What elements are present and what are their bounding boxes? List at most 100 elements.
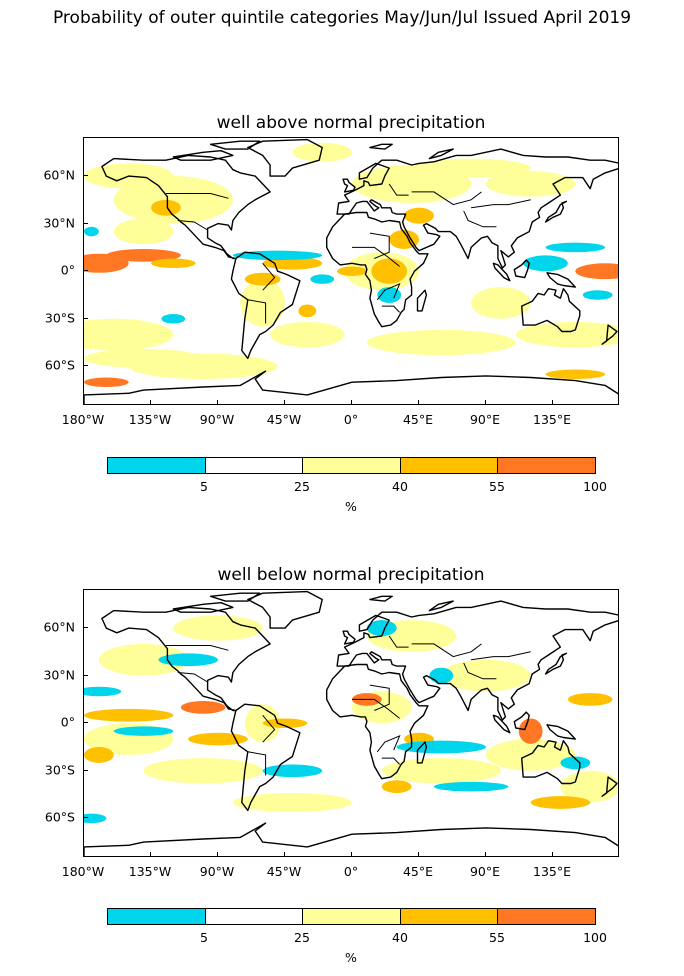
lat-tick-mark — [83, 175, 88, 177]
anomaly-patch-mid — [381, 780, 412, 793]
map-above — [83, 137, 619, 405]
colorbar-label-100: 100 — [583, 479, 607, 494]
country-border — [463, 210, 497, 228]
anomaly-patch-high — [106, 249, 181, 262]
coastline-greenland — [247, 138, 323, 177]
anomaly-patch-high — [180, 701, 226, 714]
lat-tick-mark — [83, 222, 88, 224]
anomaly-patch-light — [270, 321, 345, 348]
figure-title: Probability of outer quintile categories… — [52, 8, 632, 28]
lon-tick-mark — [418, 852, 419, 857]
coastline-europeAsia — [336, 600, 618, 721]
coastline-madagascar — [416, 741, 428, 764]
country-border — [381, 305, 400, 313]
lat-tick-label: 0° — [60, 714, 75, 730]
country-border — [247, 751, 267, 776]
coastline-africa — [326, 663, 429, 780]
lon-tick-mark — [485, 852, 486, 857]
lon-tick-mark — [485, 400, 486, 405]
anomaly-patch-low — [366, 620, 397, 636]
country-border — [471, 199, 531, 209]
lat-tick-mark — [83, 627, 88, 629]
coastline-newGuinea — [546, 272, 576, 288]
coastline-northAmerica — [101, 154, 271, 260]
anomaly-patch-light — [113, 218, 174, 245]
colorbar-seg-gold — [400, 909, 499, 924]
lon-tick-label: 135°E — [532, 864, 572, 879]
panel-title-below: well below normal precipitation — [217, 565, 485, 585]
lat-tick-mark — [83, 769, 88, 771]
anomaly-patch-mid — [337, 266, 367, 276]
anomaly-patch-low — [523, 255, 568, 272]
country-border — [463, 662, 497, 680]
anomaly-patch-light — [98, 643, 189, 676]
country-border — [262, 714, 276, 743]
anomaly-patch-light — [128, 353, 278, 380]
map-below — [83, 589, 619, 857]
anomaly-patch-low — [377, 287, 402, 303]
coastline-svalbard — [369, 143, 393, 150]
lon-tick-label: 135°E — [532, 412, 572, 427]
coastline-svalbard — [369, 595, 393, 602]
anomaly-patch-light — [366, 329, 516, 356]
country-border — [376, 734, 401, 753]
anomaly-patch-mid — [262, 256, 323, 270]
country-border — [381, 757, 400, 765]
coastline-canArctic2 — [209, 140, 261, 150]
colorbar-seg-orange — [498, 458, 595, 473]
coastline-borneo — [513, 711, 530, 731]
lon-tick-mark — [150, 400, 151, 405]
country-border — [177, 220, 208, 231]
colorbar-seg-cyan — [108, 909, 206, 924]
anomaly-patch-low — [396, 740, 487, 754]
country-border — [247, 299, 267, 324]
colorbar-label-5: 5 — [200, 930, 208, 945]
lon-tick-mark — [83, 400, 84, 405]
lat-tick-label: 0° — [60, 262, 75, 278]
lon-tick-label: 90°W — [199, 864, 235, 879]
lon-tick-label: 135°W — [128, 864, 172, 879]
coastline-southAmerica — [230, 251, 301, 360]
anomaly-patch-light — [486, 171, 576, 197]
coastline-novaya — [428, 148, 454, 160]
lon-tick-mark — [83, 852, 84, 857]
lat-tick-mark — [83, 817, 88, 819]
country-border — [471, 651, 531, 661]
coastline-nz — [601, 324, 618, 345]
lat-tick-mark — [83, 317, 88, 319]
lat-tick-label: 60°S — [44, 809, 75, 825]
lon-tick-label: 0° — [343, 864, 359, 879]
country-border — [352, 698, 400, 719]
colorbar-unit: % — [345, 499, 357, 514]
lon-tick-mark — [351, 400, 352, 405]
lon-tick-mark — [351, 852, 352, 857]
anomaly-patch-low — [158, 653, 218, 667]
country-border — [411, 643, 482, 658]
coastline-greenland — [247, 590, 323, 629]
anomaly-patch-mid — [188, 732, 248, 746]
anomaly-patch-mid — [530, 796, 591, 809]
anomaly-patch-mid — [151, 199, 181, 216]
anomaly-patch-low — [84, 813, 107, 824]
country-border — [376, 282, 401, 301]
lat-tick-label: 30°N — [43, 215, 75, 231]
coastline-antarctica — [84, 370, 618, 404]
anomaly-patch-mid — [567, 693, 613, 706]
coastline-uk — [342, 178, 356, 193]
country-border — [369, 232, 390, 259]
coastline-borneo — [513, 259, 530, 279]
colorbar-seg-orange — [498, 909, 595, 924]
colorbar-above: 5 25 40 55 100 % — [0, 457, 684, 517]
lat-tick-label: 30°N — [43, 667, 75, 683]
lon-tick-label: 135°W — [128, 412, 172, 427]
country-border — [165, 193, 229, 199]
colorbar-bar-below — [107, 908, 596, 925]
anomaly-patch-light — [232, 792, 352, 813]
lon-tick-mark — [552, 400, 553, 405]
lon-tick-mark — [150, 852, 151, 857]
lat-tick-mark — [83, 365, 88, 367]
lon-tick-mark — [418, 400, 419, 405]
coastline-canArctic1 — [172, 150, 234, 161]
lon-tick-label: 180°W — [61, 864, 105, 879]
colorbar-label-40: 40 — [392, 479, 408, 494]
